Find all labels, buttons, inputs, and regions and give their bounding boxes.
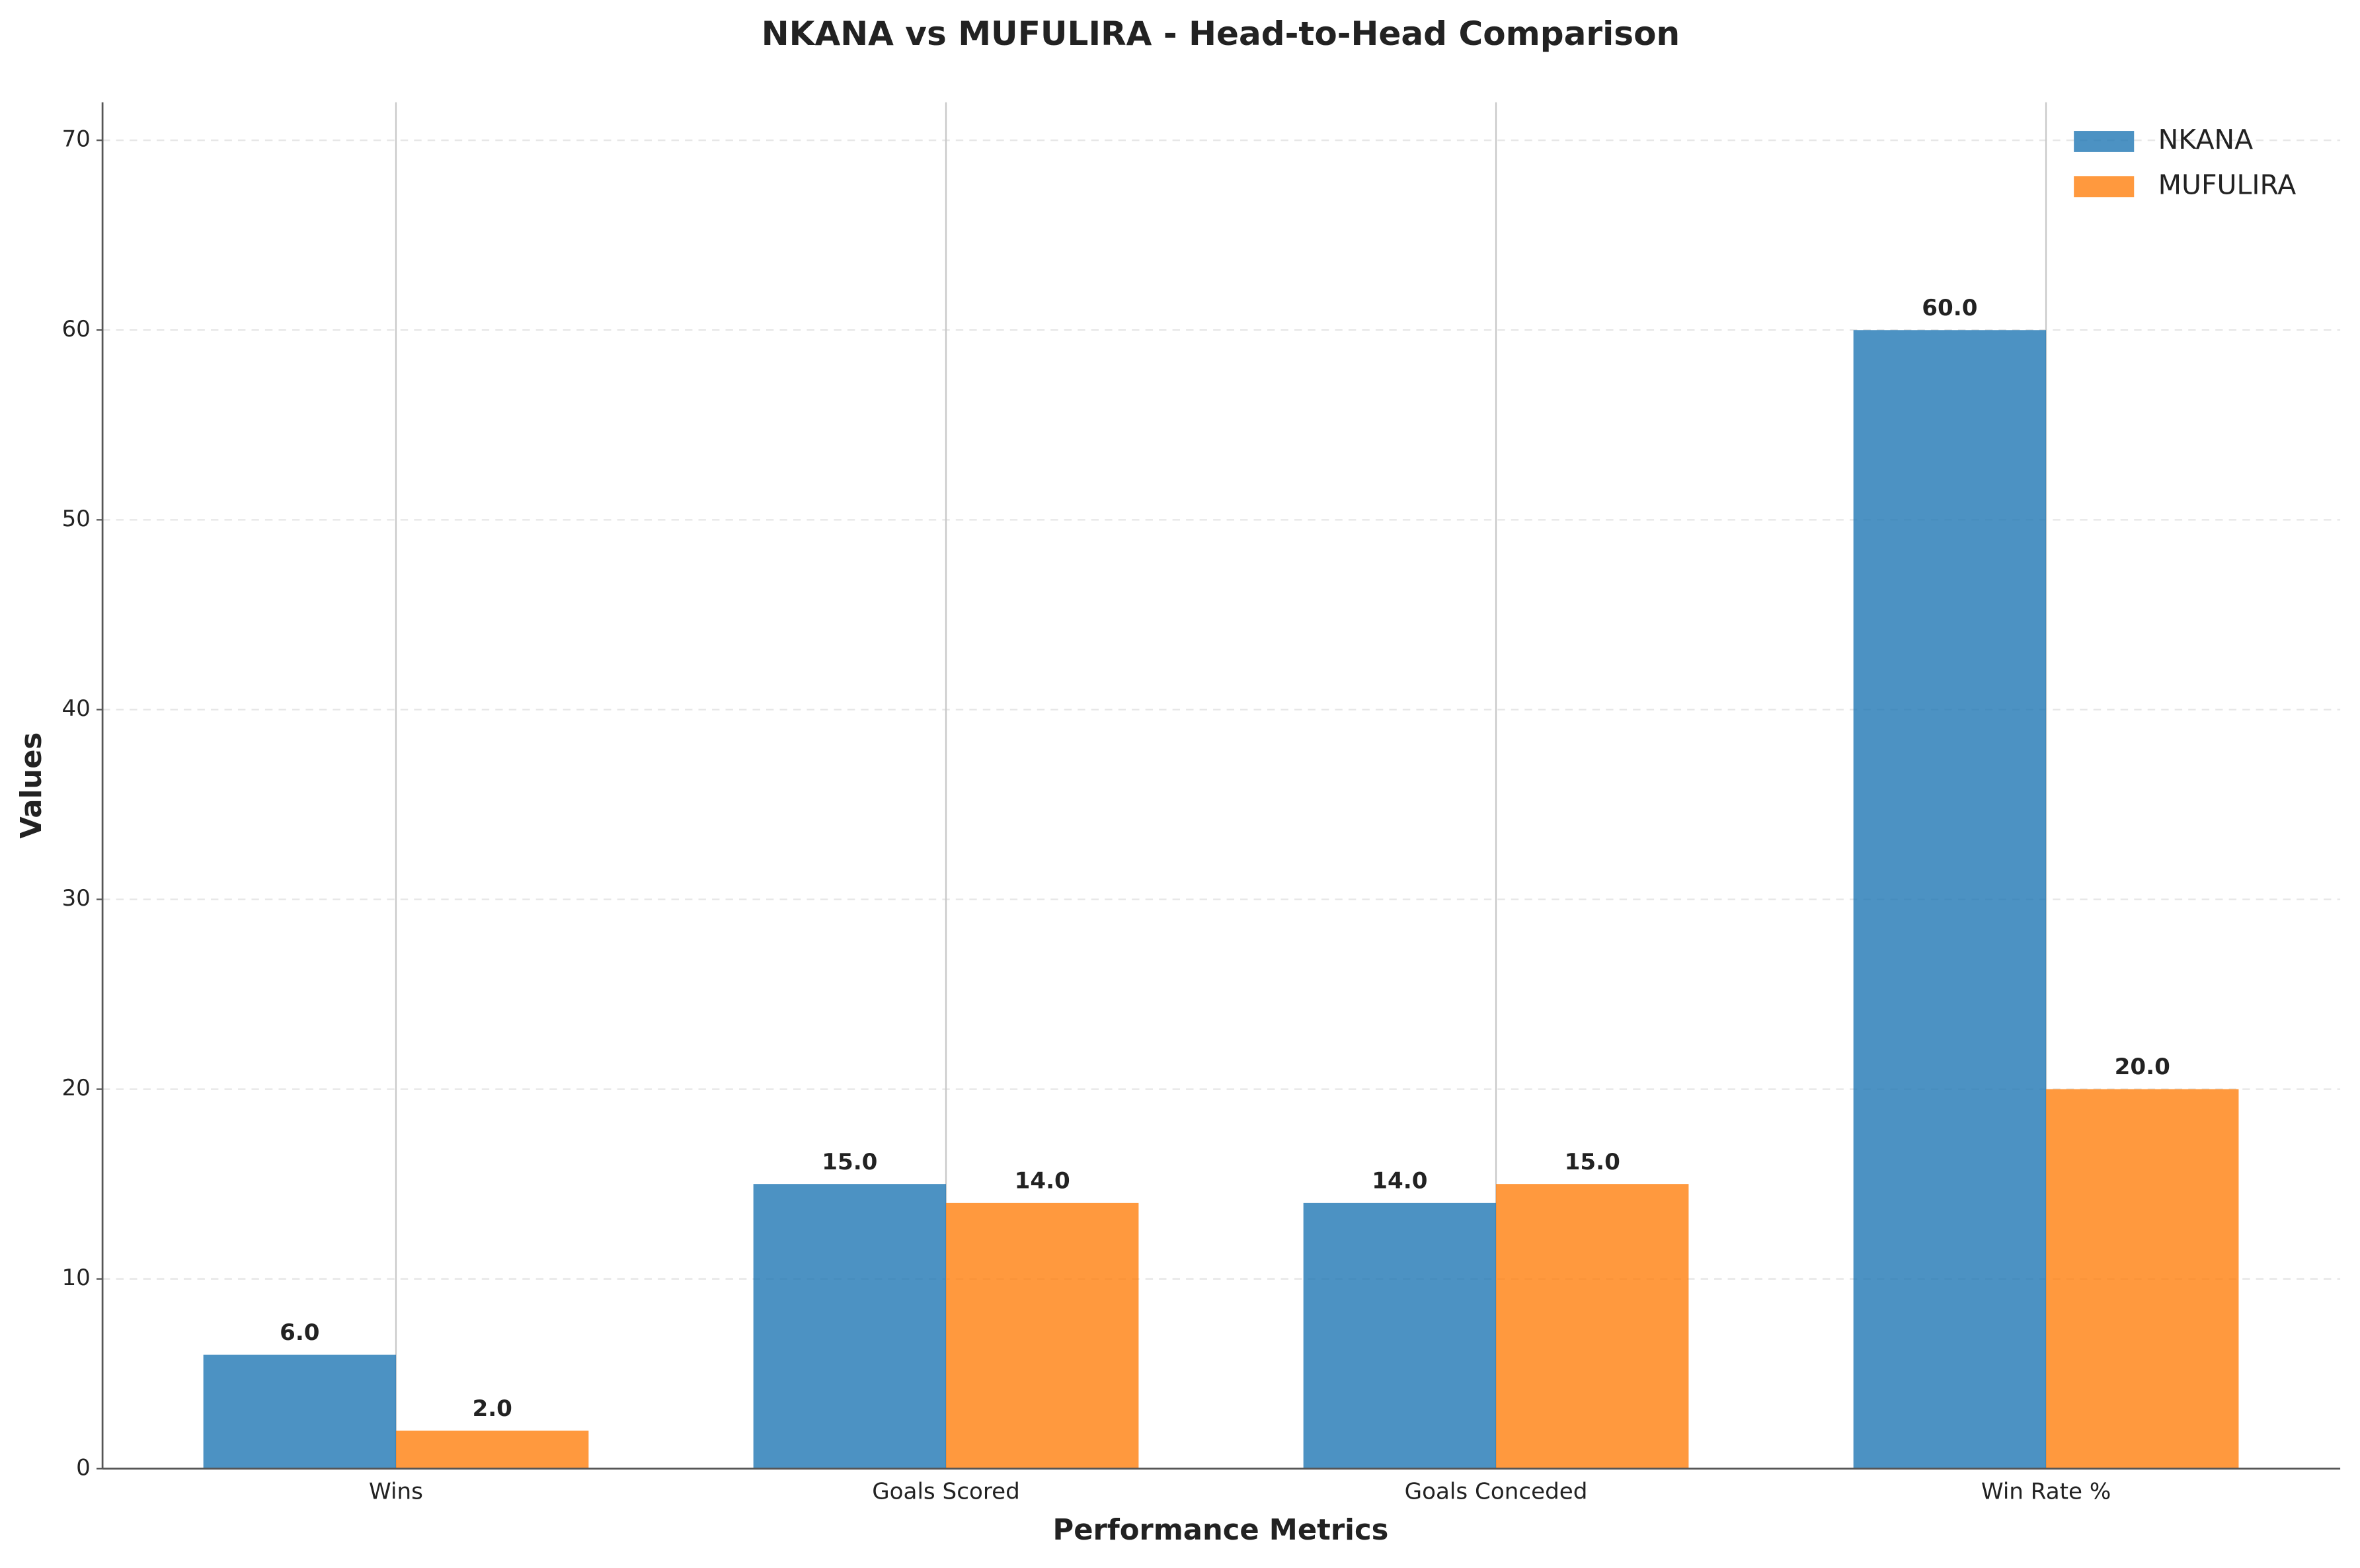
- value-label: 20.0: [2115, 1054, 2170, 1080]
- value-label: 6.0: [280, 1319, 319, 1346]
- bar: [1496, 1184, 1689, 1469]
- value-label: 60.0: [1922, 295, 1977, 321]
- legend-swatch: [2074, 176, 2135, 198]
- value-label: 2.0: [472, 1395, 512, 1422]
- value-label: 15.0: [822, 1149, 877, 1175]
- x-tick-label: Goals Scored: [872, 1479, 1020, 1505]
- y-tick-label: 10: [61, 1265, 90, 1291]
- legend-label: NKANA: [2158, 124, 2254, 155]
- bar: [396, 1431, 589, 1469]
- y-tick-label: 50: [61, 506, 90, 532]
- bar: [946, 1202, 1139, 1469]
- value-label: 14.0: [1372, 1167, 1427, 1194]
- y-tick-label: 0: [76, 1454, 91, 1481]
- x-axis-label: Performance Metrics: [1053, 1514, 1389, 1547]
- legend-label: MUFULIRA: [2158, 169, 2297, 200]
- bar: [753, 1184, 947, 1469]
- y-tick-label: 70: [61, 126, 90, 153]
- bar: [1853, 330, 2047, 1469]
- y-tick-label: 60: [61, 316, 90, 342]
- y-tick-label: 20: [61, 1075, 90, 1101]
- y-axis-label: Values: [15, 732, 48, 839]
- x-tick-label: Win Rate %: [1981, 1479, 2111, 1505]
- legend-swatch: [2074, 131, 2135, 152]
- x-tick-label: Goals Conceded: [1405, 1479, 1588, 1505]
- x-tick-label: Wins: [369, 1479, 423, 1505]
- value-label: 14.0: [1015, 1167, 1070, 1194]
- bar: [2046, 1089, 2239, 1469]
- y-tick-label: 30: [61, 885, 90, 912]
- chart-title: NKANA vs MUFULIRA - Head-to-Head Compari…: [762, 15, 1680, 53]
- bar: [203, 1354, 396, 1469]
- value-label: 15.0: [1565, 1149, 1620, 1175]
- y-tick-label: 40: [61, 695, 90, 722]
- bar: [1303, 1202, 1497, 1469]
